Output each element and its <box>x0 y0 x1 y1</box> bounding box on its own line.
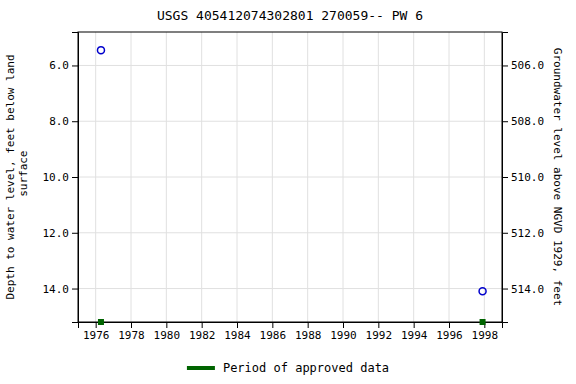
legend-swatch <box>187 366 215 370</box>
tick-mark <box>502 121 508 122</box>
tick-mark <box>131 322 132 328</box>
tick-label: 6.0 <box>49 59 69 72</box>
tick: 510.0 <box>502 171 544 184</box>
tick: 514.0 <box>502 283 544 296</box>
tick-label: 1996 <box>436 329 463 342</box>
tick-mark <box>72 233 78 234</box>
tick-mark <box>72 121 78 122</box>
grid-line <box>78 65 502 66</box>
plot-frame <box>78 32 502 322</box>
tick-label: 1980 <box>154 329 181 342</box>
tick-mark <box>502 65 508 66</box>
tick-mark <box>202 322 203 328</box>
tick-mark <box>72 289 78 290</box>
tick-mark <box>449 322 450 328</box>
tick-label: 1984 <box>224 329 251 342</box>
y-axis-title-line: surface <box>17 151 30 204</box>
tick: 508.0 <box>502 115 544 128</box>
point <box>98 319 104 325</box>
tick: 1976 <box>83 322 110 342</box>
tick: 1988 <box>295 322 322 342</box>
tick-mark <box>502 177 508 178</box>
tick-label: 8.0 <box>49 115 69 128</box>
tick-label: 1990 <box>330 329 357 342</box>
axis-line <box>72 33 79 323</box>
tick-label: 506.0 <box>511 59 544 72</box>
tick-label: 1988 <box>295 329 322 342</box>
tick-label: 1986 <box>260 329 287 342</box>
tick-mark <box>96 322 97 328</box>
tick-mark <box>308 322 309 328</box>
tick: 12.0 <box>43 227 79 240</box>
x-axis: 1976 1978 1980 1982 1984 1986 1988 1990 1992 1994… <box>79 322 503 342</box>
tick: 10.0 <box>43 171 79 184</box>
tick-mark <box>414 322 415 328</box>
series <box>98 319 486 325</box>
point <box>480 319 486 325</box>
axis-line <box>79 323 503 329</box>
tick-mark <box>237 322 238 328</box>
tick-label: 12.0 <box>43 227 70 240</box>
tick-label: 1982 <box>189 329 216 342</box>
tick-mark <box>502 289 508 290</box>
y2-axis: 514.0 512.0 510.0 508.0 506.0 <box>502 33 544 323</box>
tick: 1986 <box>260 322 287 342</box>
tick: 512.0 <box>502 227 544 240</box>
tick-mark <box>378 322 379 328</box>
tick-label: 1976 <box>83 329 110 342</box>
grid <box>78 32 502 322</box>
tick-mark <box>72 177 78 178</box>
tick-label: 1992 <box>366 329 393 342</box>
tick-label: 510.0 <box>511 171 544 184</box>
tick: 1996 <box>436 322 463 342</box>
grid-line <box>78 121 502 122</box>
tick: 1980 <box>154 322 181 342</box>
y-axis: 6.0 8.0 10.0 12.0 14.0 <box>43 33 79 323</box>
marks <box>97 47 486 325</box>
tick: 1982 <box>189 322 216 342</box>
plot: 1976 1978 1980 1982 1984 1986 1988 1990 1992 1994… <box>4 32 564 342</box>
axis-line <box>503 33 509 323</box>
tick-label: 1978 <box>118 329 145 342</box>
point <box>479 288 486 295</box>
y-axis-title: Depth to water level, feet below land su… <box>4 54 30 299</box>
tick-mark <box>166 322 167 328</box>
tick: 1978 <box>118 322 145 342</box>
tick: 1984 <box>224 322 251 342</box>
tick-label: 514.0 <box>511 283 544 296</box>
tick-mark <box>343 322 344 328</box>
y-axis-title-line: Depth to water level, feet below land <box>4 54 17 299</box>
series <box>97 47 486 295</box>
tick: 6.0 <box>49 59 78 72</box>
grid-line <box>78 288 502 289</box>
legend-label: Period of approved data <box>223 361 389 375</box>
tick: 14.0 <box>43 283 79 296</box>
tick: 1990 <box>330 322 357 342</box>
tick-label: 1994 <box>401 329 428 342</box>
grid-line <box>78 177 502 178</box>
tick: 8.0 <box>49 115 78 128</box>
y2-axis-title: Groundwater level above NGVD 1929, feet <box>551 48 564 306</box>
tick-label: 1998 <box>472 329 499 342</box>
tick-label: 508.0 <box>511 115 544 128</box>
tick-label: 14.0 <box>43 283 70 296</box>
tick-label: 512.0 <box>511 227 544 240</box>
tick-mark <box>272 322 273 328</box>
point <box>97 47 104 54</box>
tick: 1992 <box>366 322 393 342</box>
tick: 506.0 <box>502 59 544 72</box>
tick-label: 10.0 <box>43 171 70 184</box>
title: USGS 405412074302801 270059-- PW 6 <box>157 8 423 23</box>
legend-item: Period of approved data <box>187 361 389 375</box>
tick-mark <box>72 65 78 66</box>
tick-mark <box>502 233 508 234</box>
legend: Period of approved data <box>187 361 389 375</box>
grid-line <box>78 232 502 233</box>
tick: 1994 <box>401 322 428 342</box>
chart: 1976 1978 1980 1982 1984 1986 1988 1990 1992 1994… <box>0 0 576 384</box>
